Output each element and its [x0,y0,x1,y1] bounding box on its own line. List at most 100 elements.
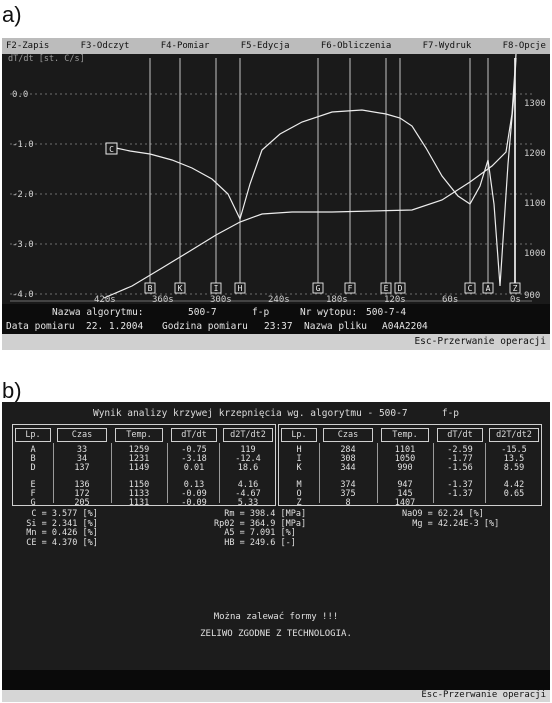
point-marker: E [380,282,392,294]
table-divider [219,443,220,503]
bottom-tick-label: 360s [152,295,174,304]
table-cell: 4.42 [503,480,525,490]
table-cell: 8 [345,498,351,508]
menu-item-obliczenia[interactable]: F6-Obliczenia [320,41,392,51]
empty-status-band [2,670,550,690]
property-value: HB = 249.6 [-] [214,537,296,548]
table-cell: -0.09 [181,489,207,499]
table-cell: 1150 [128,480,150,490]
left-header-1: Czas [57,428,107,442]
point-marker: A [482,282,494,294]
table-cell: 205 [74,498,90,508]
extra-value: NaO9 = 62.24 [%] [402,509,484,519]
svg-text:A: A [486,284,491,293]
status-footer-b: Esc-Przerwanie operacji [2,690,550,702]
point-marker: K [174,282,186,294]
heat-number-label: Nr wytopu: [300,307,358,318]
right-tick-label: 1000 [524,249,546,259]
table-cell: 0.01 [183,463,205,473]
table-cell: 284 [340,445,356,455]
svg-text:F: F [348,284,353,293]
time-label: Godzina pomiaru [162,321,248,332]
point-marker: Z [509,282,521,294]
solidification-plot-screen: F2-Zapis F3-Odczyt F4-Pomiar F5-Edycja F… [2,38,550,350]
left-tick-label: -4.0 [12,290,34,300]
table-cell: 18.6 [237,463,259,473]
pouring-message: Można zalewać formy !!! [213,612,339,622]
right-header-2: Temp. [381,428,429,442]
right-header-0: Lp. [281,428,317,442]
left-axis-ticks: 0.0 -1.0 -2.0 -3.0 -4.0 [12,90,34,300]
left-tick-label: -2.0 [12,190,34,200]
svg-text:D: D [398,284,403,293]
table-cell: 375 [340,489,356,499]
escape-hint[interactable]: Esc-Przerwanie operacji [414,336,546,347]
right-header-3: dT/dt [437,428,483,442]
bottom-tick-label: 180s [326,295,348,304]
function-key-menu: F2-Zapis F3-Odczyt F4-Pomiar F5-Edycja F… [2,38,550,54]
right-header-4: d2T/dt2 [489,428,539,442]
table-cell: 308 [340,454,356,464]
left-tick-label: 0.0 [12,90,28,100]
svg-text:K: K [178,284,183,293]
property-value: Rm = 398.4 [MPa] [214,509,307,519]
compliance-message: ZELIWO ZGODNE Z TECHNOLOGIA. [200,629,352,639]
table-cell: E [30,480,36,490]
extra-value: Mg = 42.24E-3 [%] [402,518,500,529]
table-cell: -1.37 [447,480,473,490]
table-cell: 172 [74,489,90,499]
table-divider [319,443,320,503]
table-cell: -12.4 [235,454,261,464]
table-cell: 990 [397,463,413,473]
menu-item-edycja[interactable]: F5-Edycja [240,41,290,51]
table-cell: -1.37 [447,489,473,499]
plot-grid [10,93,532,302]
table-cell: -0.75 [181,445,207,455]
table-cell: M [296,480,302,490]
escape-hint-b[interactable]: Esc-Przerwanie operacji [421,690,546,700]
table-cell: D [30,463,36,473]
menu-item-pomiar[interactable]: F4-Pomiar [160,41,210,51]
svg-text:C: C [109,145,114,154]
menu-item-opcje[interactable]: F8-Opcje [502,41,546,51]
derivative-curve [115,57,517,287]
marker-vertical-lines [149,58,516,286]
table-cell: -2.59 [447,445,473,455]
cooling-curve-plot: dT/dt [st. C/s] 0.0 -1.0 -2.0 -3.0 -4.0 1300… [8,54,546,304]
bottom-tick-label: 300s [210,295,232,304]
table-cell: H [296,445,302,455]
table-divider [377,443,378,503]
plot-axis-title: dT/dt [st. C/s] [8,54,85,64]
table-cell: 947 [397,480,413,490]
table-cell: F [30,489,36,499]
algorithm-value: 500-7 [188,307,217,318]
point-marker: C [464,282,476,294]
time-value: 23:37 [264,321,293,332]
point-marker: D [394,282,406,294]
table-cell: 1407 [394,498,416,508]
table-cell: 137 [74,463,90,473]
right-axis-ticks: 1300 1200 1100 1000 900 [524,99,546,301]
menu-item-odczyt[interactable]: F3-Odczyt [80,41,130,51]
table-cell: 4.16 [237,480,259,490]
bottom-tick-label: 240s [268,295,290,304]
measurement-info-bar: Nazwa algorytmu: 500-7 f-p Nr wytopu: 50… [2,304,550,334]
table-cell: -1.77 [447,454,473,464]
table-cell: 136 [74,480,90,490]
results-table-left: Lp. Czas Temp. dT/dt d2T/dt2 A 33 1259 -0.75 119 B… [12,424,276,508]
table-divider [433,443,434,503]
table-cell: B [30,454,36,464]
table-cell: 1231 [128,454,150,464]
table-divider [111,443,112,503]
left-tick-label: -3.0 [12,240,34,250]
table-cell: -15.5 [501,445,527,455]
results-table-right: Lp. Czas Temp. dT/dt d2T/dt2 H 284 1101 -2.59 -15… [278,424,542,508]
menu-item-zapis[interactable]: F2-Zapis [6,41,50,51]
bottom-tick-label: 120s [384,295,406,304]
table-cell: 8.59 [503,463,525,473]
table-divider [53,443,54,503]
table-cell: 1050 [394,454,416,464]
point-marker: F [344,282,356,294]
menu-item-wydruk[interactable]: F7-Wydruk [422,41,472,51]
